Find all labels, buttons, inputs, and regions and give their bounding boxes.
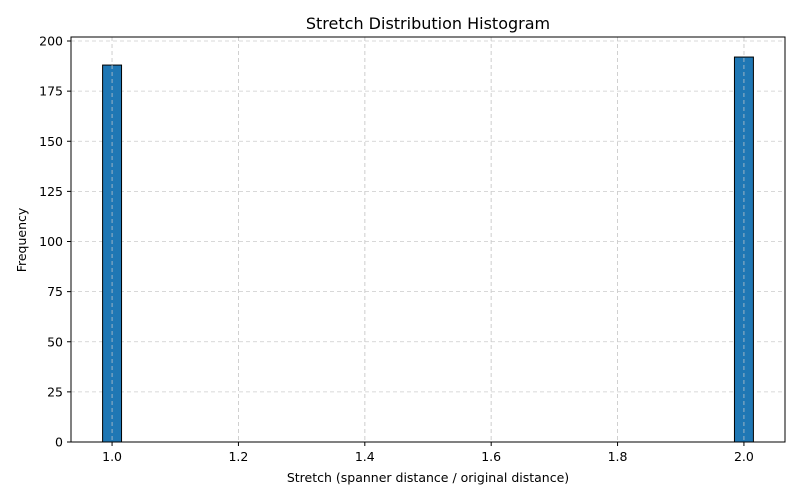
- bars-layer: [102, 56, 754, 443]
- y-tick-label: 75: [47, 284, 63, 299]
- y-axis: 0 25 50 75 100 125 150 175 200: [39, 34, 71, 450]
- x-tick-label: 1.4: [355, 449, 375, 464]
- y-tick-label: 50: [47, 334, 63, 349]
- x-axis-label: Stretch (spanner distance / original dis…: [287, 470, 569, 485]
- y-tick-label: 0: [55, 435, 63, 450]
- x-tick-label: 2.0: [734, 449, 754, 464]
- plot-frame: [70, 36, 786, 443]
- y-tick-label: 200: [39, 34, 63, 49]
- x-tick-label: 1.0: [102, 449, 122, 464]
- x-tick-label: 1.6: [481, 449, 501, 464]
- x-axis: 1.0 1.2 1.4 1.6 1.8 2.0: [102, 442, 754, 464]
- x-tick-label: 1.8: [608, 449, 628, 464]
- overlay-grid-layer: [111, 37, 745, 442]
- y-tick-label: 100: [39, 234, 63, 249]
- y-axis-label: Frequency: [14, 207, 29, 272]
- chart-title: Stretch Distribution Histogram: [306, 14, 550, 33]
- y-tick-label: 175: [39, 84, 63, 99]
- y-tick-label: 25: [47, 384, 63, 399]
- x-tick-label: 1.2: [228, 449, 248, 464]
- y-tick-label: 150: [39, 134, 63, 149]
- y-tick-label: 125: [39, 184, 63, 199]
- grid-layer: [71, 37, 785, 443]
